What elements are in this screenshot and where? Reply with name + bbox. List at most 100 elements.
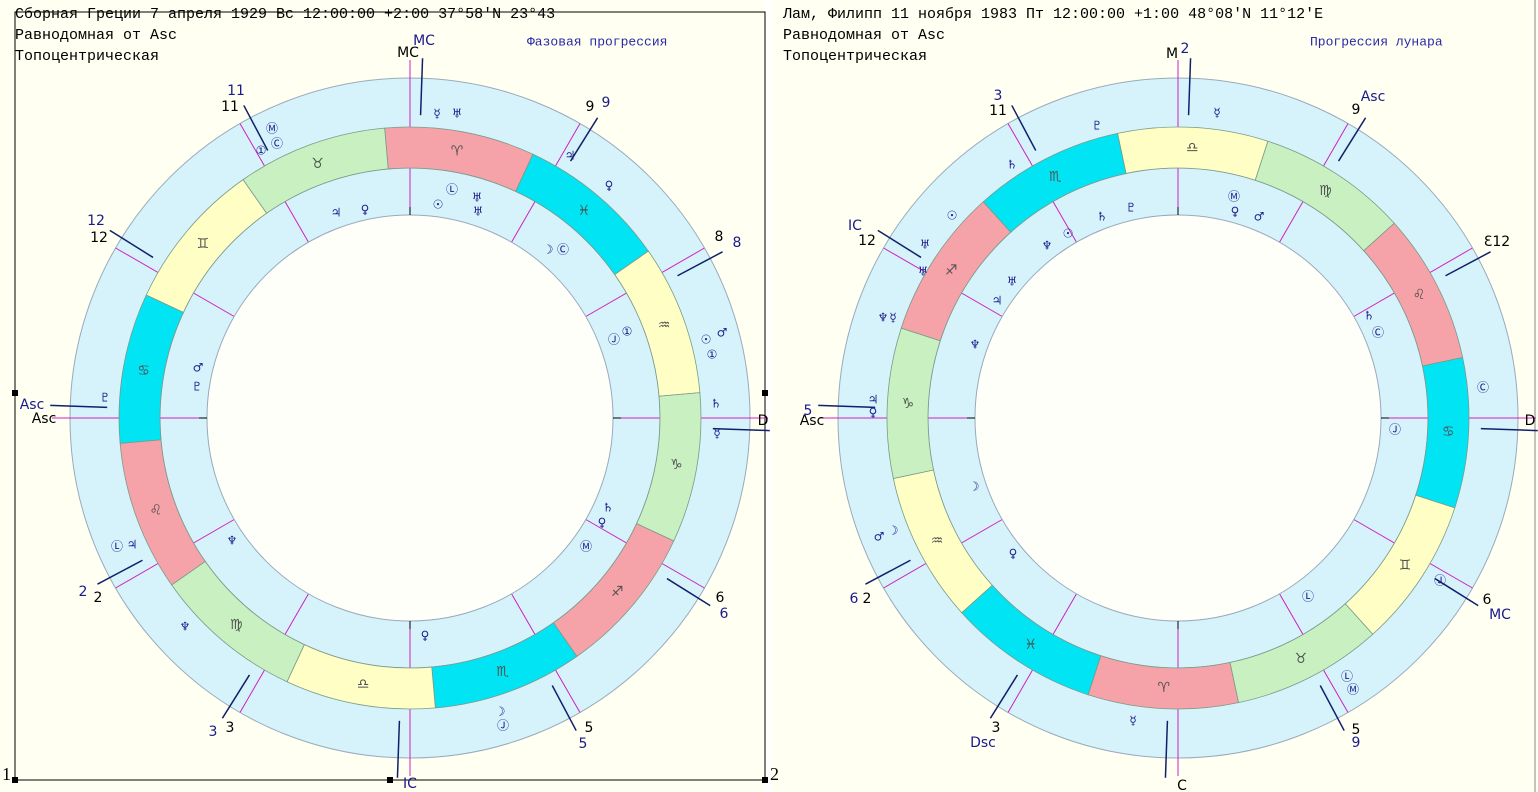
progressed-cusp <box>97 559 143 585</box>
planet-glyph: ♆ <box>180 620 191 634</box>
planet-glyph: ♇ <box>192 380 203 394</box>
planet-glyph: ☽ <box>543 243 554 257</box>
planet-glyph: ♀ <box>605 179 614 193</box>
progressed-cusp <box>419 58 424 116</box>
house-label: 6 <box>1483 592 1492 608</box>
handle <box>12 777 18 783</box>
handle <box>387 777 393 783</box>
axis-label: MC <box>397 45 419 61</box>
planet-glyph: ♂ <box>874 530 885 544</box>
progressed-cusp <box>221 674 251 719</box>
planet-glyph: ♀ <box>421 629 430 643</box>
progressed-cusp <box>551 685 577 731</box>
planet-glyph: ♂ <box>1254 210 1265 224</box>
progressed-cusp <box>109 229 154 259</box>
axis-label: C <box>1177 778 1187 792</box>
planet-glyph: Ⓜ <box>1228 190 1240 204</box>
house-label: 9 <box>602 95 611 111</box>
house-label: 11 <box>221 99 239 115</box>
axis-label: Asc <box>20 397 45 413</box>
house-label: 12 <box>90 230 108 246</box>
progressed-cusp <box>677 251 723 277</box>
planet-glyph: ☉ <box>1063 227 1074 241</box>
planet-glyph: ♄ <box>711 397 722 411</box>
planet-glyph: ☽ <box>495 705 506 719</box>
house-label: 3 <box>992 720 1001 736</box>
planet-glyph: ♄ <box>1097 210 1108 224</box>
progressed-cusp <box>1445 251 1491 277</box>
planet-glyph: ♅ <box>452 107 463 121</box>
axis-label: Dsc <box>970 735 996 751</box>
progressed-cusp <box>396 720 401 778</box>
progressed-cusp <box>877 229 922 259</box>
sign-glyph: ♈ <box>451 144 464 160</box>
house-label: 6 <box>720 606 729 622</box>
planet-glyph: ♆ <box>227 534 238 548</box>
planet-glyph: ♃ <box>868 393 879 407</box>
sign-segment <box>982 132 1127 233</box>
progressed-cusp <box>865 559 911 585</box>
progressed-cusp <box>1011 105 1037 151</box>
sign-glyph: ♐ <box>611 584 624 600</box>
house-label: 5 <box>585 720 594 736</box>
planet-glyph: Ⓙ <box>1389 423 1401 437</box>
planet-glyph: Ⓙ <box>608 333 620 347</box>
progressed-cusp <box>1187 58 1192 116</box>
progressed-cusp <box>1319 685 1345 731</box>
planet-glyph: ♅ <box>473 205 484 219</box>
house-label: 2 <box>94 590 103 606</box>
planet-glyph: ☿ <box>433 107 440 121</box>
axis-label: MC <box>1489 607 1511 623</box>
progressed-cusp <box>243 105 269 151</box>
header-type: Топоцентрическая <box>783 48 927 65</box>
sign-glyph: ♒ <box>658 317 671 333</box>
axis-label: 2 <box>1181 41 1190 57</box>
planet-glyph: ♂ <box>193 361 204 375</box>
planet-glyph: ☿ <box>1129 714 1136 728</box>
planet-glyph: ♇ <box>1092 119 1103 133</box>
sign-segment <box>242 127 389 214</box>
progressed-cusp <box>1164 720 1169 778</box>
planet-glyph: ♄ <box>603 501 614 515</box>
planet-glyph: ☿ <box>889 311 896 325</box>
axis-label: D <box>1525 413 1536 429</box>
axis-label: Asc <box>1361 89 1386 105</box>
sign-glyph: ♊ <box>1399 557 1412 573</box>
planet-glyph: ♃ <box>331 206 342 220</box>
house-label: 2 <box>79 584 88 600</box>
house-label: 5 <box>1352 722 1361 738</box>
planet-glyph: Ⓜ <box>580 540 592 554</box>
header-type: Топоцентрическая <box>15 48 159 65</box>
sign-glyph: ♑ <box>902 396 915 412</box>
planet-glyph: ♅ <box>472 191 483 205</box>
header-mode: Прогрессия лунара <box>1310 34 1443 49</box>
planet-glyph: Ⓛ <box>111 540 123 554</box>
header-system: Равнодомная от Asc <box>15 27 177 44</box>
planet-glyph: ☽ <box>888 524 899 538</box>
sign-glyph: ♍ <box>230 617 243 633</box>
planet-glyph: ♀ <box>1231 205 1240 219</box>
planet-glyph: Ⓒ <box>1477 381 1489 395</box>
progressed-cusp <box>818 404 876 409</box>
planet-glyph: ♇ <box>100 391 111 405</box>
house-label: 11 <box>989 103 1007 119</box>
house-label: 12 <box>858 233 876 249</box>
planet-glyph: ♄ <box>1007 158 1018 172</box>
planet-glyph: ☉ <box>947 209 958 223</box>
planet-glyph: ♅ <box>918 265 929 279</box>
header-system: Равнодомная от Asc <box>783 27 945 44</box>
house-label: 9 <box>1352 102 1361 118</box>
planet-glyph: ♀ <box>1009 547 1018 561</box>
center <box>974 214 1382 622</box>
panel-number: 1 <box>2 764 11 784</box>
axis-label: Asc <box>800 413 825 429</box>
planet-glyph: ♃ <box>992 294 1003 308</box>
axis-label: Asc <box>32 411 57 427</box>
planet-glyph: ♀ <box>598 516 607 530</box>
house-label: 8 <box>715 229 724 245</box>
house-label: 3 <box>994 88 1003 104</box>
planet-glyph: ♄ <box>1364 309 1375 323</box>
sign-glyph: ♍ <box>1319 183 1332 199</box>
